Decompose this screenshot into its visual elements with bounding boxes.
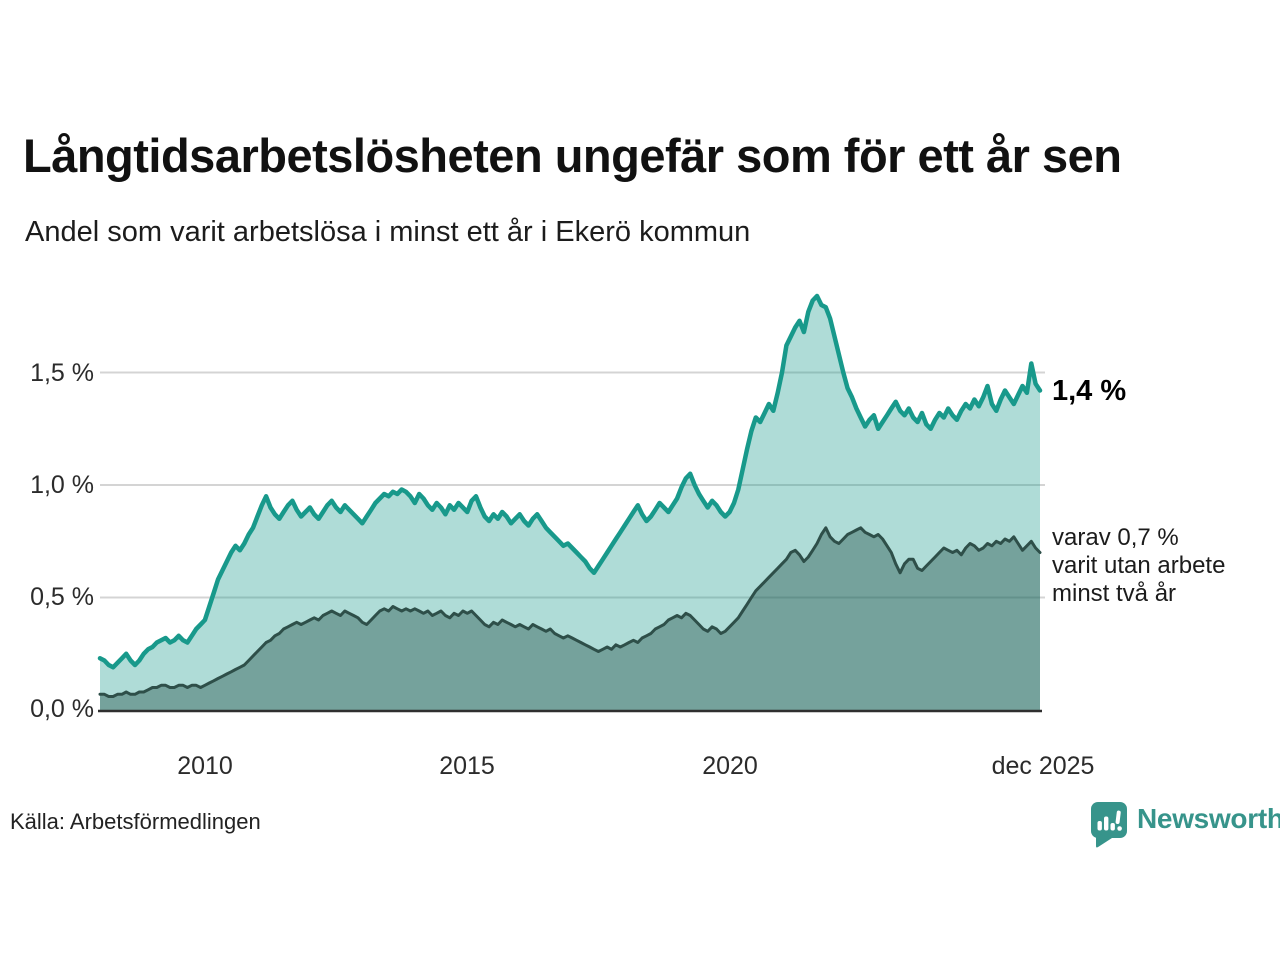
secondary-annotation-line2: varit utan arbete	[1052, 552, 1226, 579]
secondary-annotation-line3: minst två år	[1052, 580, 1177, 607]
line-two-years	[98, 526, 1042, 698]
page-subtitle: Andel som varit arbetslösa i minst ett å…	[25, 216, 751, 248]
newsworthy-logo-icon	[1091, 802, 1127, 848]
x-axis-label-2020: 2020	[702, 752, 758, 780]
source-note: Källa: Arbetsförmedlingen	[10, 809, 261, 834]
latest-value-annotation: 1,4 %	[1052, 375, 1127, 407]
x-axis-label-2015: 2015	[439, 752, 495, 780]
area-one-year	[100, 296, 1040, 710]
secondary-annotation: varav 0,7 % varit utan arbete minst två …	[1052, 524, 1225, 608]
secondary-annotation-line1: varav 0,7 %	[1052, 524, 1179, 551]
x-axis-label-2010: 2010	[177, 752, 233, 780]
newsworthy-wordmark: Newsworthy	[1137, 803, 1280, 834]
page-title: Långtidsarbetslösheten ungefär som för e…	[23, 129, 1122, 182]
y-axis-label-1-0: 1,0 %	[30, 471, 94, 499]
y-axis-label-0-5: 0,5 %	[30, 583, 94, 611]
area-two-years	[100, 527, 1040, 710]
line-one-year	[97, 293, 1043, 670]
y-axis-label-1-5: 1,5 %	[30, 359, 94, 387]
y-axis-label-0-0: 0,0 %	[30, 695, 94, 723]
newsworthy-logo: Newsworthy	[1088, 800, 1280, 848]
x-axis-label-dec-2025: dec 2025	[991, 752, 1095, 780]
